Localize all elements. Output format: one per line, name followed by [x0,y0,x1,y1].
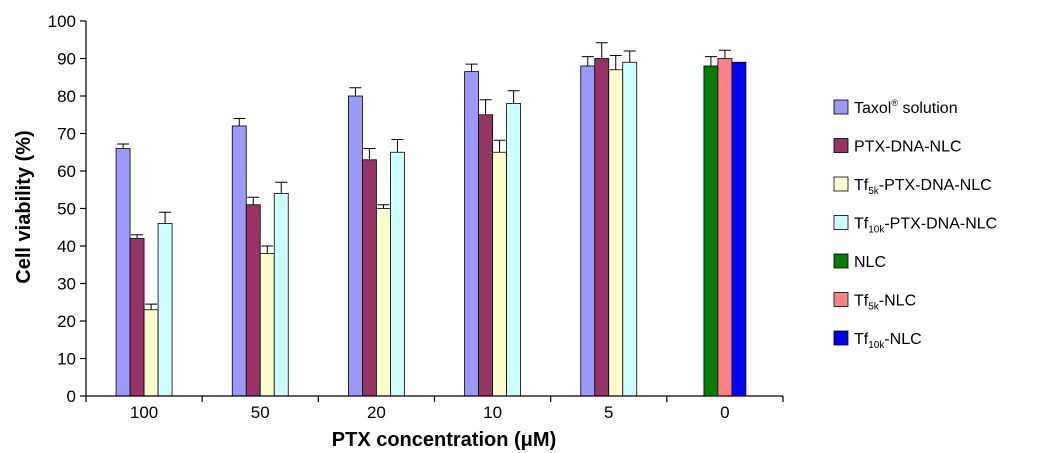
x-tick-label: 10 [483,403,502,422]
x-tick-label: 5 [604,403,613,422]
legend-item: Tf10k-NLC [833,330,922,351]
legend-swatch [833,292,849,307]
legend-swatch [833,176,849,192]
legend-item: PTX-DNA-NLC [833,138,962,156]
x-tick-label: 50 [251,403,270,422]
bar [594,58,610,397]
legend-swatch [833,215,849,230]
bar [231,125,247,397]
legend-label: Tf5k-NLC [854,293,916,313]
bar [622,61,638,397]
legend-item: NLC [833,253,886,271]
bar [478,114,493,397]
x-tick-label: 20 [367,403,386,422]
bar [157,223,173,397]
bar [273,193,289,397]
y-tick-label: 40 [57,237,76,256]
bar [362,159,377,397]
bar [464,71,479,397]
x-axis-title: PTX concentration (μM) [332,429,556,451]
y-tick-label: 10 [57,350,76,369]
x-tick-label: 0 [720,403,729,422]
legend-label: Taxol® solution [854,98,958,117]
x-tick-label: 100 [130,403,158,422]
bar [731,61,747,397]
bar [259,253,275,397]
y-tick-label: 80 [57,87,76,106]
legend-swatch [833,253,849,269]
plot-area [115,42,747,397]
y-tick-label: 70 [57,125,76,144]
y-axis-title: Cell viability (%) [13,130,35,283]
y-tick-label: 20 [57,312,76,331]
bar [608,69,624,397]
x-axis: 100 50 20 10 5 0 [85,395,784,422]
bar [703,65,719,397]
legend-label: NLC [854,254,886,271]
legend-item: Tf5k-PTX-DNA-NLC [833,176,992,197]
bar [245,204,261,397]
bar [580,65,596,397]
legend-label: Tf10k-PTX-DNA-NLC [854,216,997,236]
bar [506,103,521,397]
legend-item: Tf5k-NLC [833,292,916,313]
bar [376,208,391,397]
y-tick-label: 50 [57,200,76,219]
y-tick-label: 30 [57,275,76,294]
legend-label: PTX-DNA-NLC [854,139,962,156]
legend-item: Tf10k-PTX-DNA-NLC [833,215,997,236]
bar [390,151,405,397]
legend-swatch [833,99,849,115]
y-axis: 0 10 20 30 40 50 60 70 80 90 100 [48,12,87,406]
legend: Taxol® solution PTX-DNA-NLC Tf5k-PTX-DNA-N… [833,98,997,351]
bar [143,309,159,397]
bar [717,58,733,397]
bar [115,148,131,397]
bar [492,151,507,397]
y-tick-label: 100 [48,12,76,31]
y-tick-label: 0 [67,387,76,406]
bar [129,238,145,397]
y-tick-label: 60 [57,162,76,181]
legend-swatch [833,330,849,346]
legend-swatch [833,138,849,153]
legend-label: Tf10k-NLC [854,331,922,351]
legend-label: Tf5k-PTX-DNA-NLC [854,177,992,197]
y-tick-label: 90 [57,50,76,69]
legend-item: Taxol® solution [833,98,958,117]
bar [348,95,363,397]
